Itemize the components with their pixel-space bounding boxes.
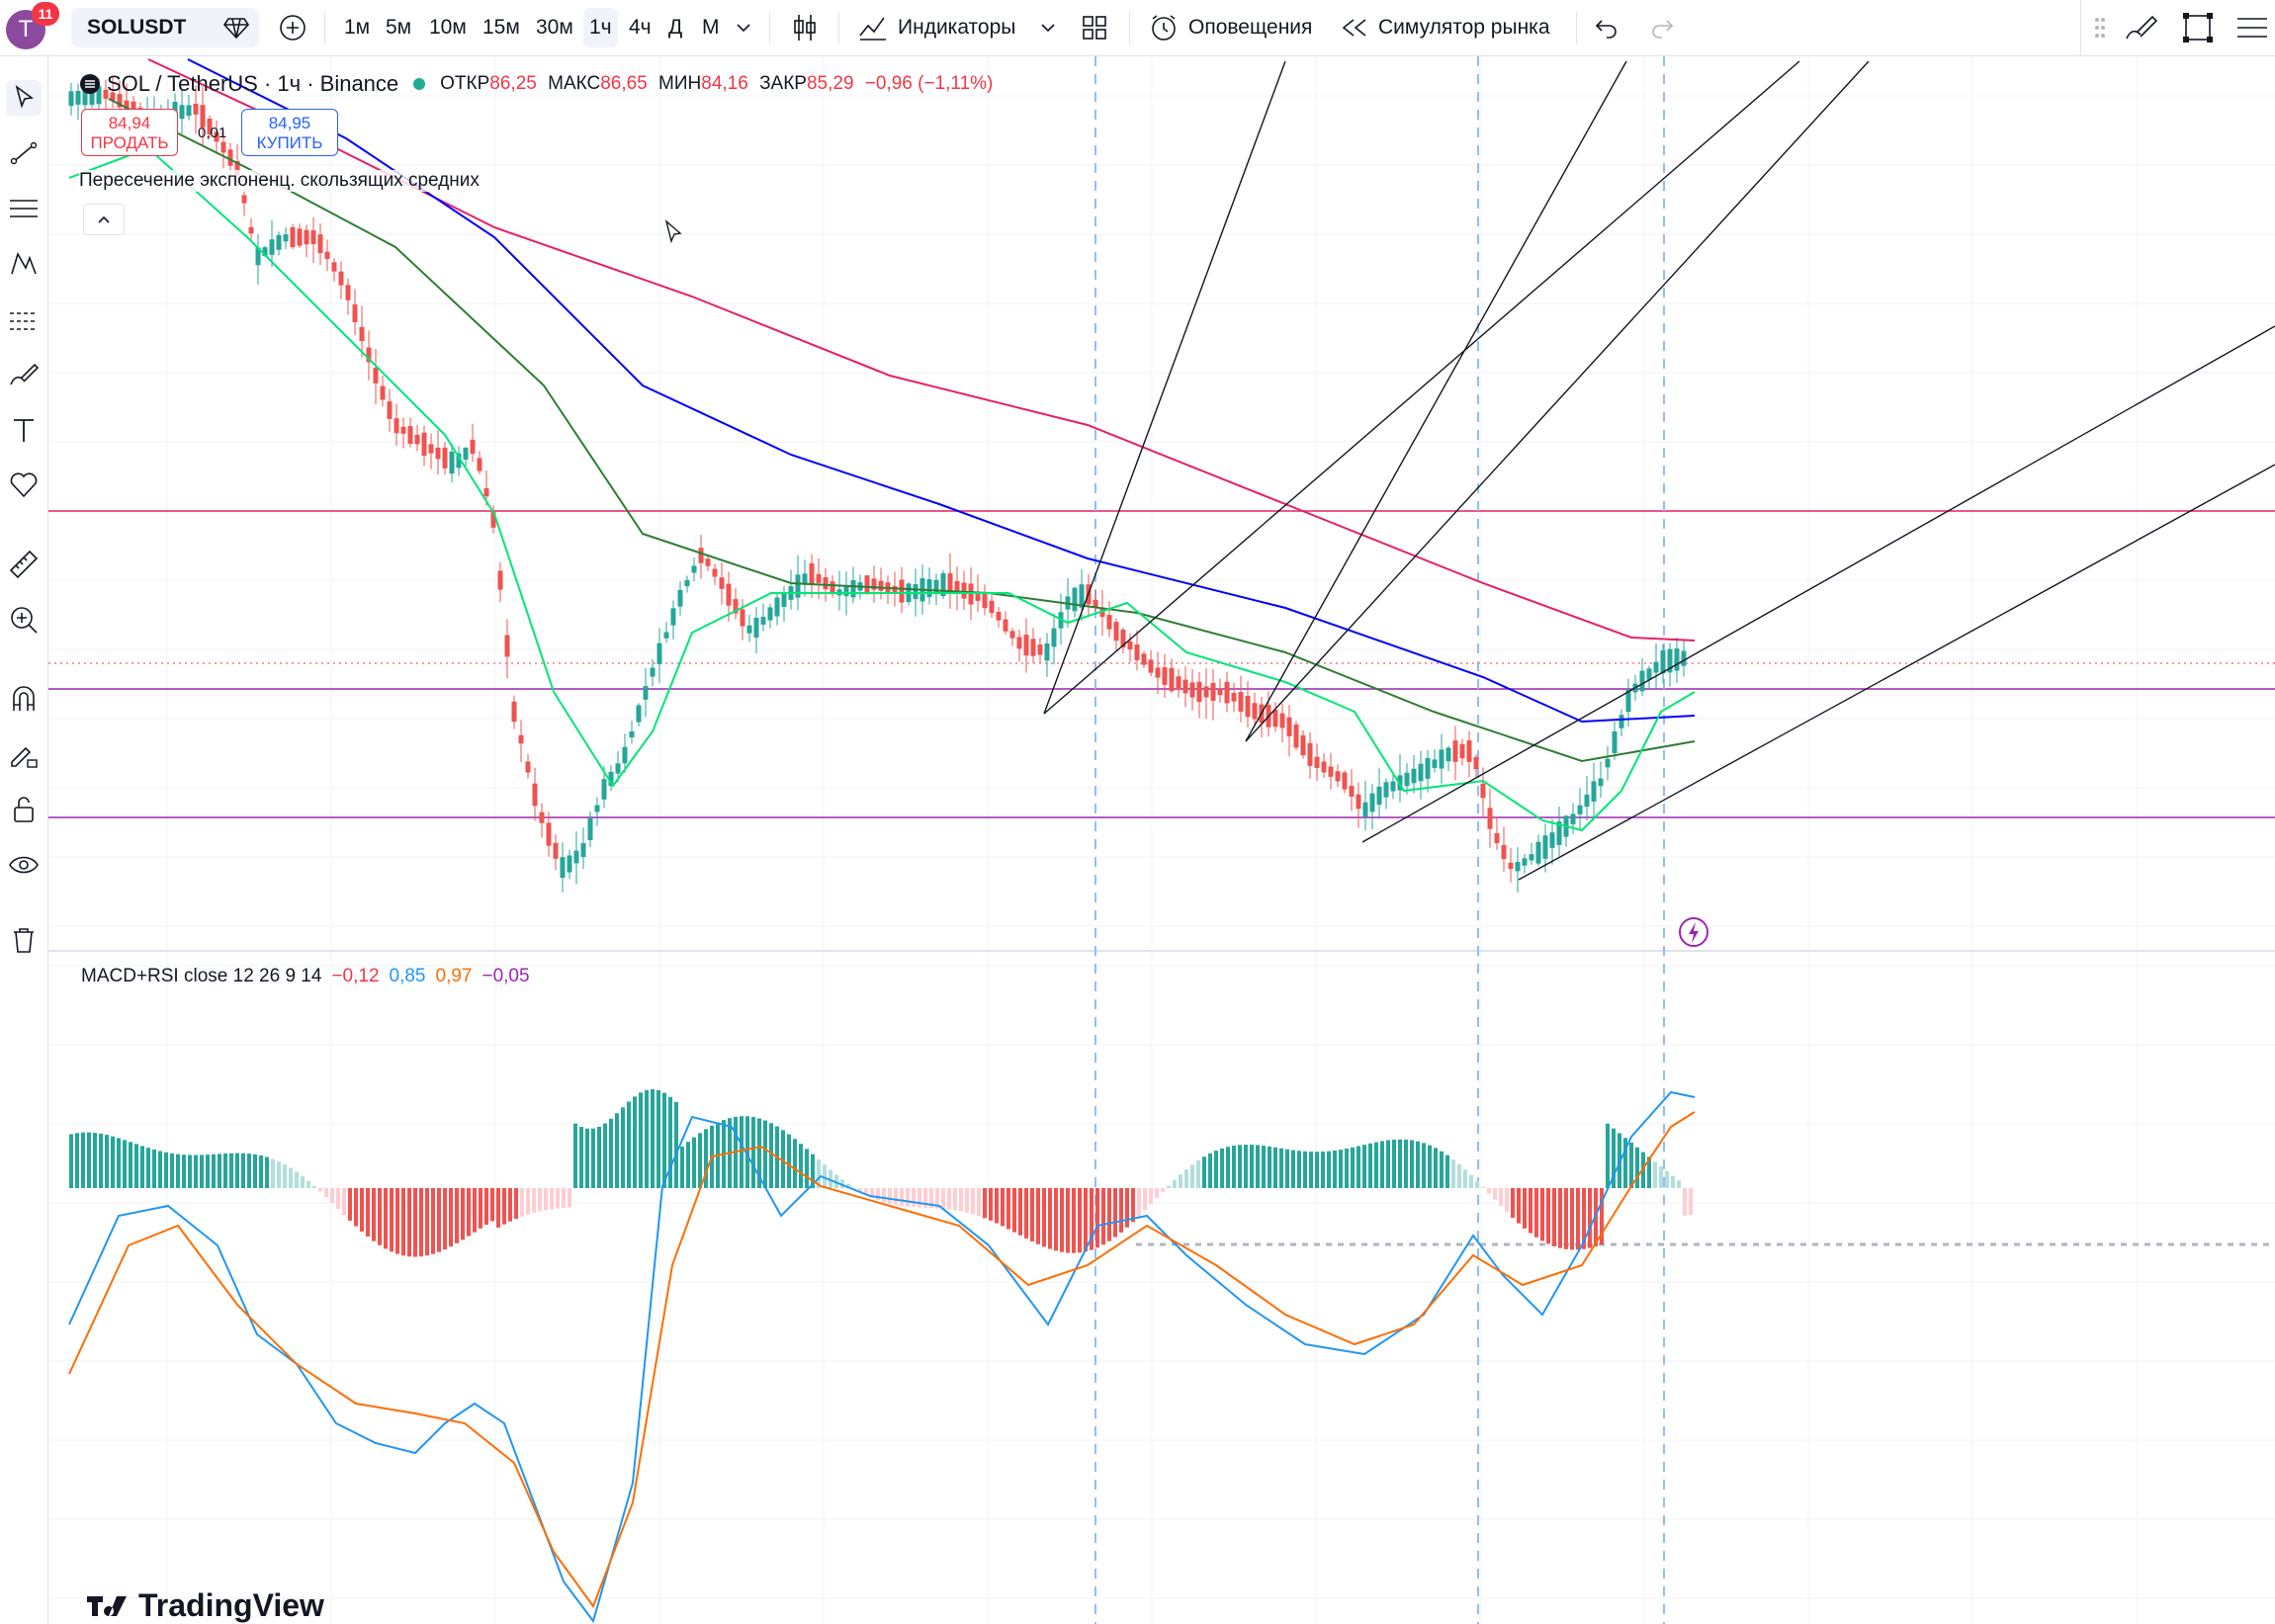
lightning-alert-icon[interactable] — [1677, 915, 1710, 949]
left-drawing-toolbar — [0, 56, 48, 1624]
diamond-icon[interactable] — [223, 8, 249, 47]
avatar-letter: T — [18, 16, 34, 43]
buy-price: 84,95 — [268, 114, 311, 132]
collapse-legend-button[interactable] — [83, 204, 125, 235]
alerts-label: Оповещения — [1188, 16, 1313, 39]
undo-icon[interactable] — [1594, 8, 1619, 47]
indicators-icon — [859, 17, 886, 41]
pair-title[interactable]: SOL / TetherUS · 1ч · Binance — [107, 71, 399, 96]
ema-lines — [68, 58, 1696, 832]
lock-draw-icon[interactable] — [6, 736, 42, 772]
magnet-icon[interactable] — [6, 681, 42, 717]
symbol-legend: SOL / TetherUS · 1ч · Binance ОТКР86,25 … — [79, 71, 993, 97]
macd-title: MACD+RSI close 12 26 9 14 — [81, 966, 322, 986]
alerts-button[interactable]: Оповещения — [1149, 8, 1312, 47]
macd-pane — [68, 1089, 1696, 1624]
brush-icon[interactable] — [2123, 8, 2162, 47]
indicator-legend[interactable]: Пересечение экспоненц. скользящих средни… — [79, 170, 480, 192]
compare-add-icon[interactable] — [279, 8, 306, 47]
interval-d[interactable]: Д — [668, 16, 683, 39]
forecast-icon[interactable] — [6, 301, 42, 337]
chevron-down-icon[interactable] — [736, 8, 751, 47]
drawing-toolbar-floating — [2080, 0, 2275, 56]
sell-button[interactable]: 84,94 ПРОДАТЬ — [81, 109, 178, 156]
rewind-icon — [1342, 19, 1366, 37]
brush-icon[interactable] — [6, 357, 42, 392]
interval-m[interactable]: М — [702, 16, 720, 39]
candlesticks — [68, 77, 1687, 893]
signal-line-value: 0,97 — [435, 966, 473, 986]
sell-label: ПРОДАТЬ — [90, 133, 169, 152]
macd-hist-value: −0,12 — [331, 966, 380, 986]
cursor-icon[interactable] — [6, 80, 42, 116]
eye-icon[interactable] — [6, 847, 42, 883]
price-chart[interactable] — [48, 56, 2275, 1624]
ohlc-values: ОТКР86,25 МАКС86,65 МИН84,16 ЗАКР85,29 −… — [440, 73, 994, 94]
indicators-button[interactable]: Индикаторы — [858, 8, 1015, 47]
sell-price: 84,94 — [108, 114, 151, 132]
zoom-icon[interactable] — [6, 602, 42, 638]
chevron-down-icon[interactable] — [1040, 8, 1056, 47]
sol-logo-icon — [80, 74, 100, 94]
macd-legend[interactable]: MACD+RSI close 12 26 9 14 −0,12 0,85 0,9… — [81, 966, 530, 987]
interval-15m[interactable]: 15м — [482, 16, 520, 39]
buy-label: КУПИТЬ — [256, 133, 323, 152]
pattern-icon[interactable] — [6, 246, 42, 282]
indicators-label: Индикаторы — [898, 16, 1016, 39]
horizontal-levels[interactable] — [48, 510, 2275, 1246]
fib-icon[interactable] — [6, 191, 42, 226]
trend-lines[interactable] — [1043, 60, 2275, 881]
interval-1h[interactable]: 1ч — [583, 8, 618, 47]
chevron-up-icon — [98, 215, 110, 223]
interval-1m[interactable]: 1м — [344, 16, 371, 39]
market-open-icon — [413, 78, 426, 90]
tradingview-logo-icon — [87, 1595, 127, 1616]
top-toolbar: T 11 SOLUSDT 1м 5м 10м 15м 30м 1ч 4ч Д М… — [0, 0, 2275, 56]
replay-button[interactable]: Симулятор рынка — [1341, 8, 1550, 47]
watermark-text: TradingView — [138, 1587, 324, 1623]
rsi-value: −0,05 — [481, 966, 530, 986]
trash-icon[interactable] — [6, 922, 42, 958]
mouse-cursor-icon — [664, 219, 682, 244]
trendline-icon[interactable] — [6, 135, 42, 171]
redo-icon[interactable] — [1649, 8, 1675, 47]
heart-icon[interactable] — [6, 468, 42, 503]
alarm-clock-icon — [1152, 15, 1176, 41]
interval-30m[interactable]: 30м — [536, 16, 573, 39]
interval-5m[interactable]: 5м — [386, 16, 412, 39]
rectangle-icon[interactable] — [2180, 8, 2216, 47]
tradingview-watermark[interactable]: TradingView — [87, 1587, 324, 1624]
layout-grid-icon[interactable] — [1082, 8, 1107, 47]
lock-icon[interactable] — [6, 792, 42, 827]
symbol-label: SOLUSDT — [87, 16, 187, 39]
interval-4h[interactable]: 4ч — [629, 16, 652, 39]
replay-label: Симулятор рынка — [1378, 16, 1550, 39]
interval-10m[interactable]: 10м — [429, 16, 467, 39]
text-icon[interactable] — [6, 412, 42, 448]
drag-handle-icon[interactable] — [2093, 8, 2107, 47]
spread-value: 0,01 — [198, 125, 227, 141]
buy-button[interactable]: 84,95 КУПИТЬ — [241, 109, 338, 156]
ruler-icon[interactable] — [6, 547, 42, 582]
notification-badge: 11 — [32, 2, 59, 26]
vertical-dashed-lines[interactable] — [1094, 56, 1665, 1624]
candle-type-icon[interactable] — [791, 8, 819, 47]
more-icon[interactable] — [2235, 8, 2269, 47]
macd-line-value: 0,85 — [389, 966, 426, 986]
chart-grid — [48, 56, 2275, 1624]
